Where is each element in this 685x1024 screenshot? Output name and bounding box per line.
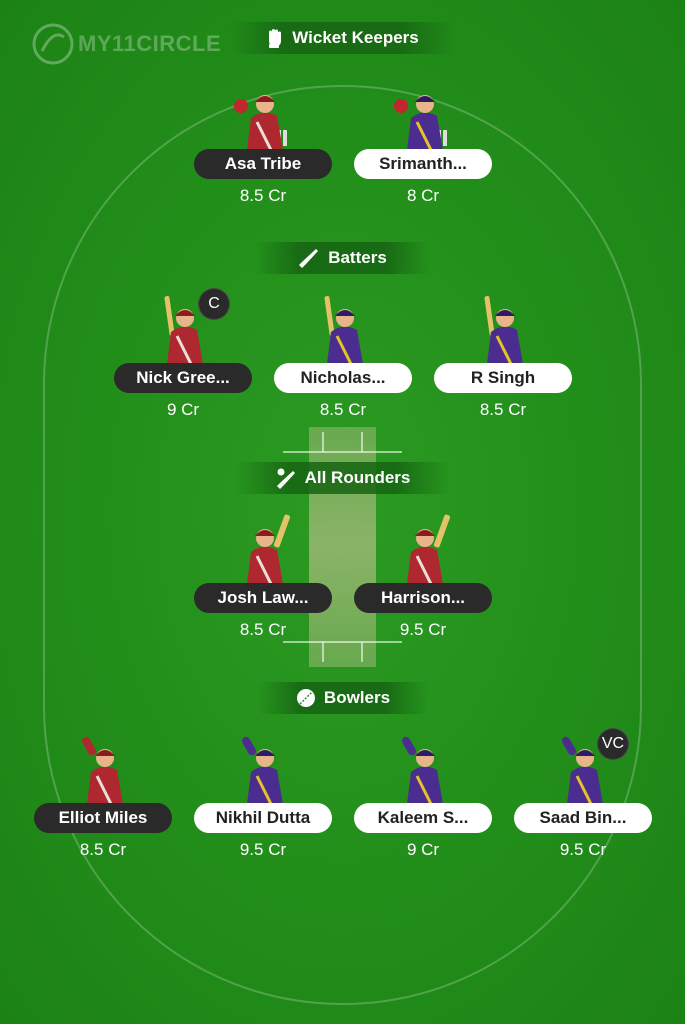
player-card[interactable]: Srimanth... 8 Cr <box>353 78 493 208</box>
section-label: All Rounders <box>304 468 411 487</box>
logo-text: MY11CIRCLE <box>78 31 222 56</box>
player-credits: 9 Cr <box>166 400 200 419</box>
player-avatar <box>67 732 139 805</box>
section-wicket-keepers: Wicket Keepers <box>230 22 455 54</box>
crease-bottom <box>283 641 402 662</box>
player-credits: 8.5 Cr <box>319 400 367 419</box>
section-bowlers: Bowlers <box>258 682 428 714</box>
glove-icon <box>266 28 284 48</box>
player-avatar <box>467 292 539 365</box>
player-card[interactable]: Elliot Miles 8.5 Cr <box>33 732 173 862</box>
player-credits: 8 Cr <box>406 186 440 205</box>
player-avatar <box>387 78 459 151</box>
player-card[interactable]: R Singh 8.5 Cr <box>433 292 573 422</box>
section-label: Bowlers <box>323 688 391 707</box>
brand-logo: MY11CIRCLE <box>32 22 221 66</box>
section-all-rounders: All Rounders <box>235 462 450 494</box>
player-name[interactable]: Nicholas... <box>274 363 412 393</box>
player-card[interactable]: Harrison... 9.5 Cr <box>353 512 493 642</box>
player-name[interactable]: Josh Law... <box>194 583 332 613</box>
player-name[interactable]: Asa Tribe <box>194 149 332 179</box>
player-avatar <box>227 732 299 805</box>
captain-badge: C <box>198 288 230 320</box>
logo-ball-icon <box>32 23 74 65</box>
player-name[interactable]: Srimanth... <box>354 149 492 179</box>
player-name[interactable]: Nikhil Dutta <box>194 803 332 833</box>
ball-icon <box>296 688 316 708</box>
player-avatar <box>227 78 299 151</box>
bat-ball-icon <box>275 467 297 489</box>
player-avatar <box>147 292 219 365</box>
bat-icon <box>298 247 320 269</box>
player-card[interactable]: Asa Tribe 8.5 Cr <box>193 78 333 208</box>
player-card[interactable]: Kaleem S... 9 Cr <box>353 732 493 862</box>
player-name[interactable]: Saad Bin... <box>514 803 652 833</box>
section-label: Batters <box>328 248 387 267</box>
player-avatar <box>387 512 459 585</box>
vice-captain-badge: VC <box>597 728 629 760</box>
player-avatar <box>547 732 619 805</box>
player-credits: 8.5 Cr <box>479 400 527 419</box>
player-name[interactable]: Elliot Miles <box>34 803 172 833</box>
player-name[interactable]: Nick Gree... <box>114 363 252 393</box>
player-card[interactable]: Nicholas... 8.5 Cr <box>273 292 413 422</box>
player-card[interactable]: Nikhil Dutta 9.5 Cr <box>193 732 333 862</box>
section-batters: Batters <box>255 242 430 274</box>
player-avatar <box>387 732 459 805</box>
player-avatar <box>227 512 299 585</box>
player-name[interactable]: R Singh <box>434 363 572 393</box>
player-card[interactable]: Nick Gree... 9 Cr <box>113 292 253 422</box>
player-credits: 8.5 Cr <box>239 186 287 205</box>
player-credits: 9 Cr <box>406 840 440 859</box>
player-credits: 9.5 Cr <box>399 620 447 639</box>
player-credits: 8.5 Cr <box>79 840 127 859</box>
section-label: Wicket Keepers <box>292 28 419 47</box>
player-card[interactable]: Saad Bin... 9.5 Cr <box>513 732 653 862</box>
player-credits: 9.5 Cr <box>239 840 287 859</box>
player-name[interactable]: Harrison... <box>354 583 492 613</box>
player-name[interactable]: Kaleem S... <box>354 803 492 833</box>
boundary-line <box>43 85 642 1005</box>
player-card[interactable]: Josh Law... 8.5 Cr <box>193 512 333 642</box>
player-credits: 9.5 Cr <box>559 840 607 859</box>
crease-top <box>283 432 402 453</box>
player-avatar <box>307 292 379 365</box>
player-credits: 8.5 Cr <box>239 620 287 639</box>
